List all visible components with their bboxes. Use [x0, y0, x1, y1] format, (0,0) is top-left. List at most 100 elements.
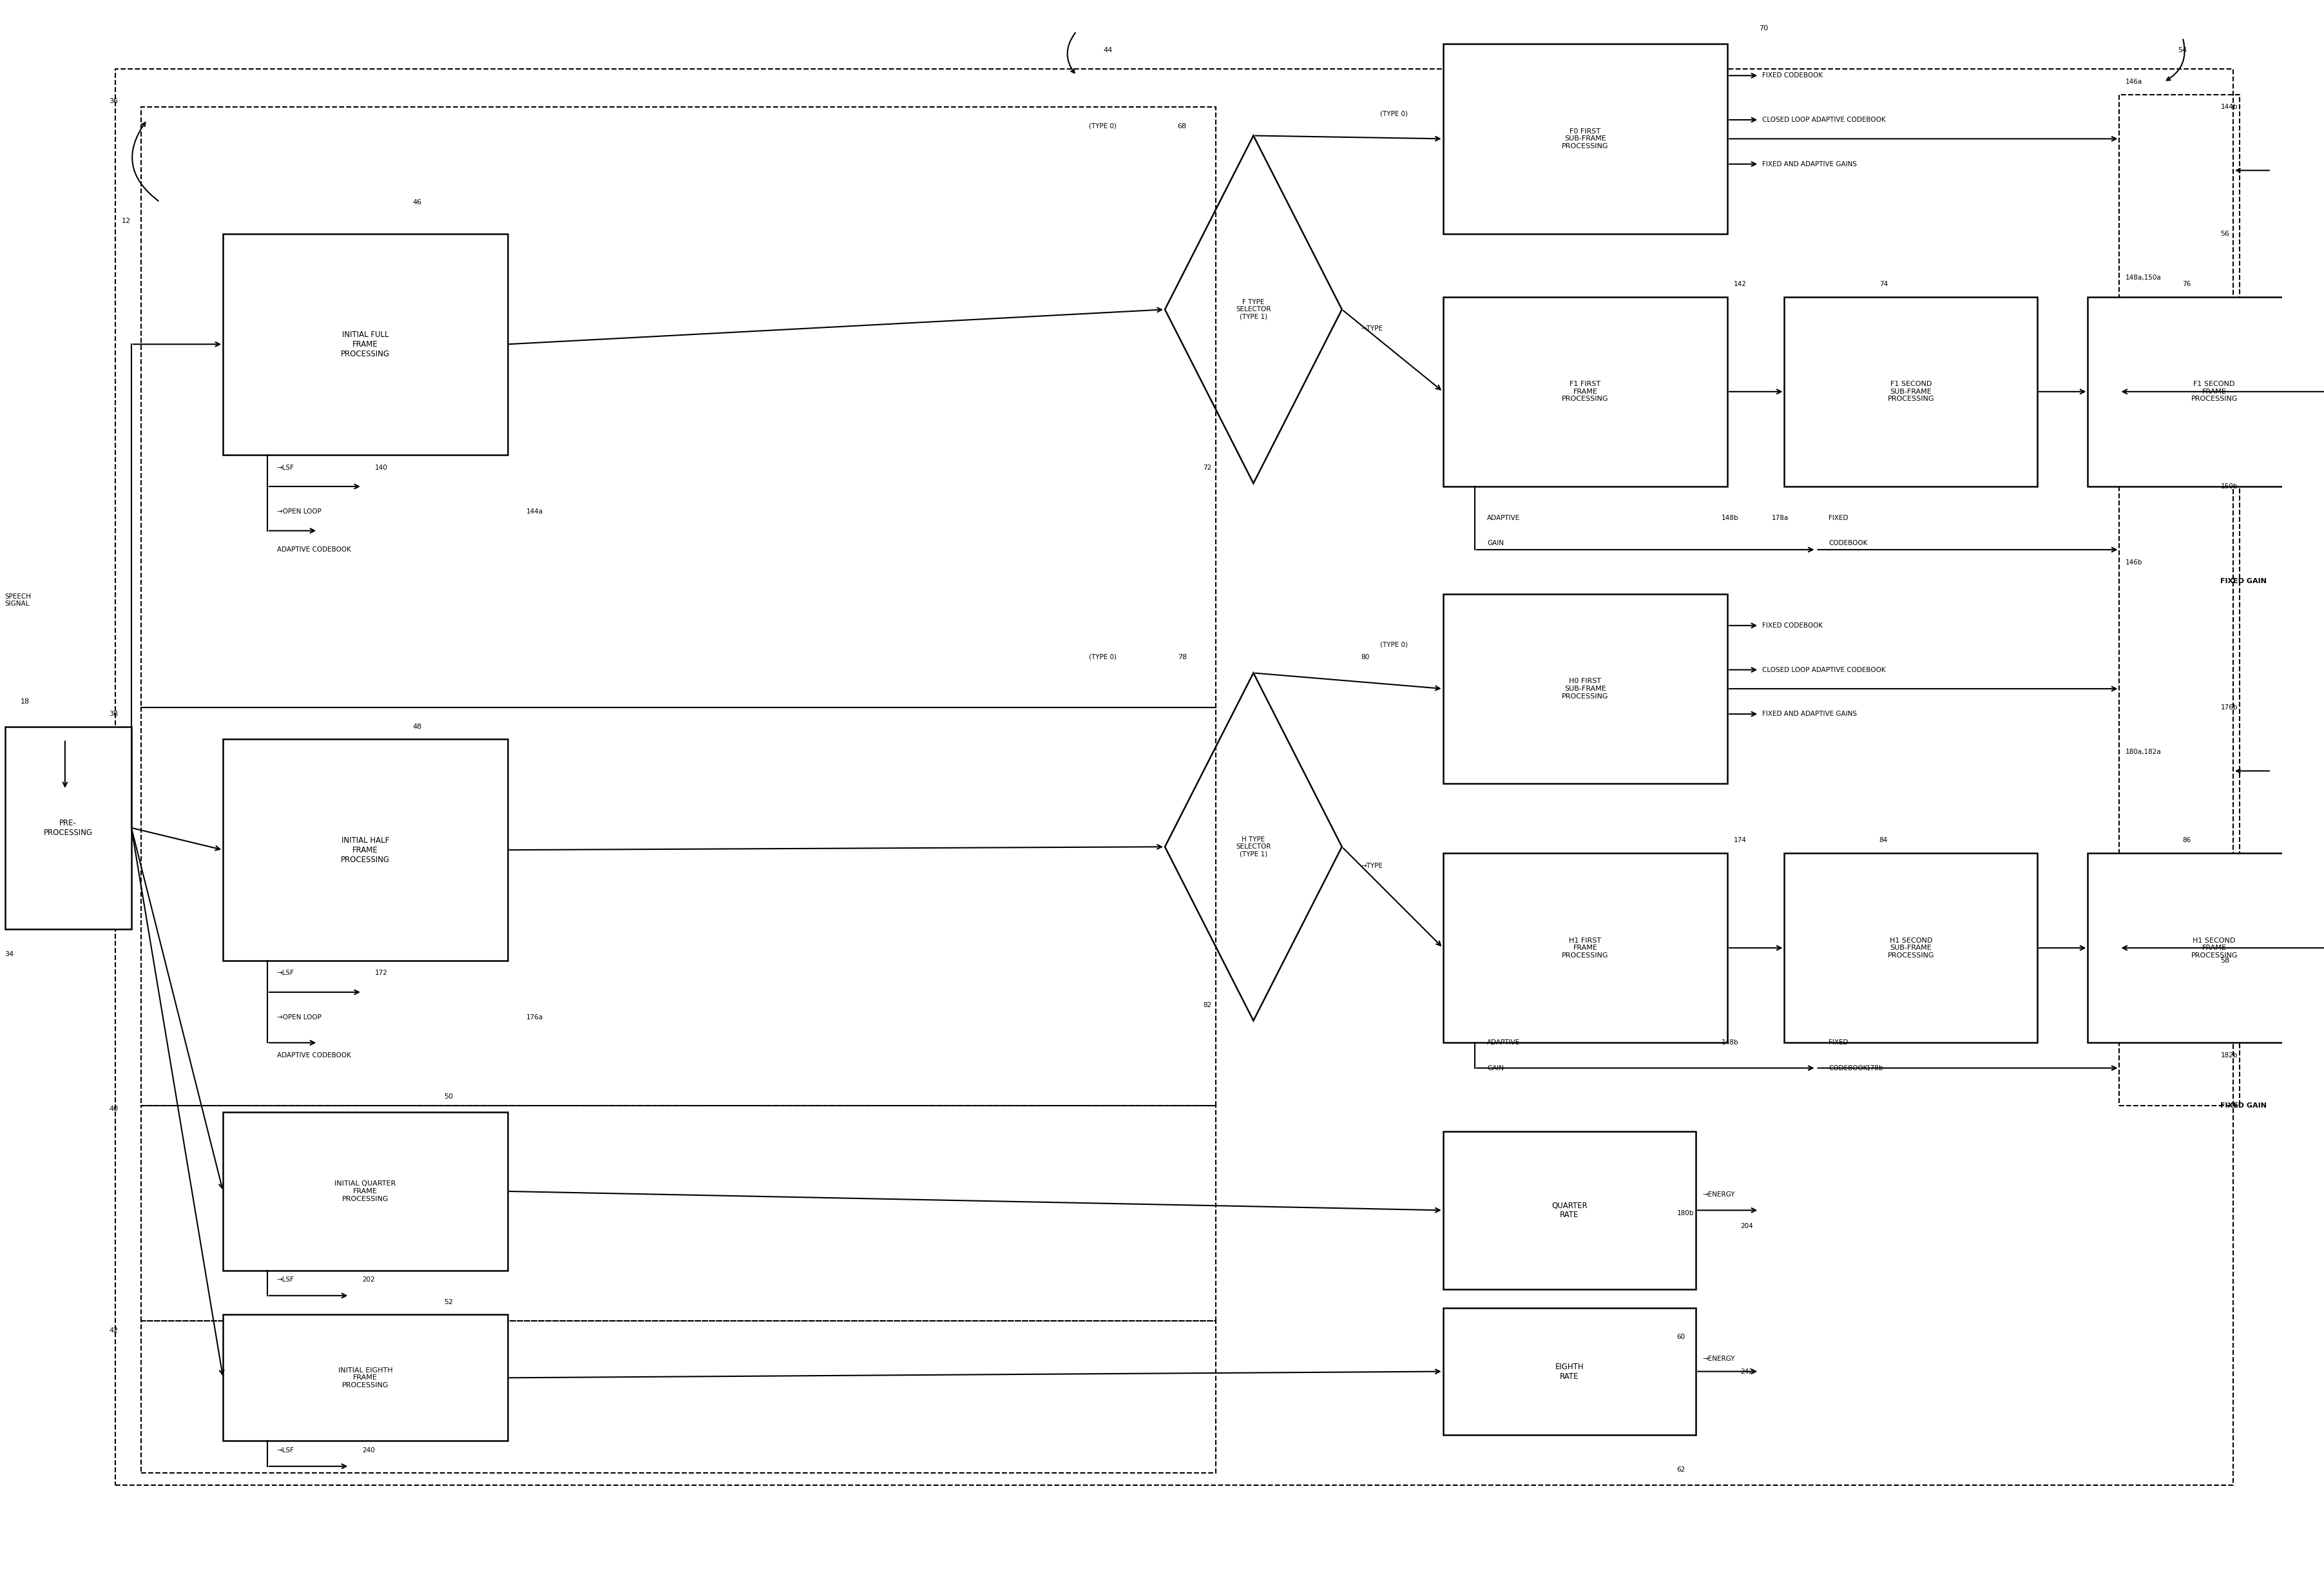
Text: 56: 56	[2219, 230, 2229, 236]
Text: 70: 70	[1759, 25, 1769, 32]
Text: 38: 38	[109, 711, 119, 717]
Text: FIXED AND ADAPTIVE GAINS: FIXED AND ADAPTIVE GAINS	[1762, 711, 1857, 717]
FancyBboxPatch shape	[223, 739, 507, 961]
Text: 172: 172	[374, 969, 388, 977]
Text: PRE-
PROCESSING: PRE- PROCESSING	[44, 820, 93, 837]
Text: →ENERGY: →ENERGY	[1701, 1191, 1734, 1198]
Text: (TYPE 0): (TYPE 0)	[1090, 654, 1118, 660]
Text: 68: 68	[1178, 123, 1188, 129]
Text: 148b: 148b	[1722, 1040, 1738, 1046]
Text: →TYPE: →TYPE	[1362, 325, 1383, 331]
FancyBboxPatch shape	[2087, 853, 2324, 1043]
Text: H TYPE
SELECTOR
(TYPE 1): H TYPE SELECTOR (TYPE 1)	[1236, 837, 1271, 857]
Text: H1 FIRST
FRAME
PROCESSING: H1 FIRST FRAME PROCESSING	[1562, 938, 1608, 958]
Text: 204: 204	[1741, 1223, 1752, 1229]
Text: 178a: 178a	[1771, 515, 1789, 522]
Text: 44: 44	[1104, 47, 1113, 54]
Text: →OPEN LOOP: →OPEN LOOP	[277, 1015, 321, 1021]
FancyBboxPatch shape	[1443, 1308, 1697, 1434]
Text: 42: 42	[109, 1327, 119, 1333]
Text: ADAPTIVE: ADAPTIVE	[1487, 1040, 1520, 1046]
FancyBboxPatch shape	[2087, 296, 2324, 487]
Text: 148a,150a: 148a,150a	[2126, 274, 2161, 281]
Text: F0 FIRST
SUB-FRAME
PROCESSING: F0 FIRST SUB-FRAME PROCESSING	[1562, 128, 1608, 150]
Text: FIXED GAIN: FIXED GAIN	[2219, 1103, 2266, 1110]
Text: 76: 76	[2182, 281, 2192, 287]
Text: 148b: 148b	[1722, 515, 1738, 522]
Text: 54: 54	[2178, 47, 2187, 54]
Text: 18: 18	[21, 698, 30, 704]
Text: CLOSED LOOP ADAPTIVE CODEBOOK: CLOSED LOOP ADAPTIVE CODEBOOK	[1762, 667, 1885, 673]
Text: 140: 140	[374, 465, 388, 471]
FancyBboxPatch shape	[223, 1113, 507, 1270]
Text: 176a: 176a	[528, 1015, 544, 1021]
Text: →ENERGY: →ENERGY	[1701, 1355, 1734, 1362]
Text: 58: 58	[2219, 957, 2229, 965]
Text: INITIAL QUARTER
FRAME
PROCESSING: INITIAL QUARTER FRAME PROCESSING	[335, 1180, 395, 1202]
Text: FIXED AND ADAPTIVE GAINS: FIXED AND ADAPTIVE GAINS	[1762, 161, 1857, 167]
Text: 174: 174	[1734, 837, 1748, 843]
Text: 84: 84	[1880, 837, 1887, 843]
Text: ADAPTIVE: ADAPTIVE	[1487, 515, 1520, 522]
Text: 34: 34	[5, 950, 14, 958]
FancyBboxPatch shape	[1443, 594, 1727, 783]
Text: 40: 40	[109, 1106, 119, 1113]
Text: 182b: 182b	[2219, 1053, 2238, 1059]
Text: →TYPE: →TYPE	[1362, 862, 1383, 868]
Text: →OPEN LOOP: →OPEN LOOP	[277, 509, 321, 515]
Text: 146a: 146a	[2126, 79, 2143, 85]
Text: →LSF: →LSF	[277, 969, 295, 977]
Text: FIXED: FIXED	[1829, 1040, 1848, 1046]
FancyBboxPatch shape	[1443, 1132, 1697, 1289]
Text: →LSF: →LSF	[277, 465, 295, 471]
Text: (TYPE 0): (TYPE 0)	[1380, 641, 1408, 648]
Text: F1 SECOND
FRAME
PROCESSING: F1 SECOND FRAME PROCESSING	[2192, 381, 2238, 402]
Text: F1 FIRST
FRAME
PROCESSING: F1 FIRST FRAME PROCESSING	[1562, 381, 1608, 402]
Text: 36: 36	[109, 98, 119, 104]
Text: FIXED: FIXED	[1829, 515, 1848, 522]
Text: 60: 60	[1678, 1333, 1685, 1340]
Text: GAIN: GAIN	[1487, 1065, 1504, 1072]
Text: FIXED GAIN: FIXED GAIN	[2219, 578, 2266, 585]
Text: 72: 72	[1204, 465, 1211, 471]
Text: 48: 48	[414, 723, 423, 730]
Text: 52: 52	[444, 1299, 453, 1305]
Text: GAIN: GAIN	[1487, 541, 1504, 547]
Text: CODEBOOK: CODEBOOK	[1829, 1065, 1868, 1072]
Text: INITIAL EIGHTH
FRAME
PROCESSING: INITIAL EIGHTH FRAME PROCESSING	[337, 1366, 393, 1388]
FancyBboxPatch shape	[1443, 296, 1727, 487]
FancyBboxPatch shape	[223, 1314, 507, 1440]
Text: H1 SECOND
SUB-FRAME
PROCESSING: H1 SECOND SUB-FRAME PROCESSING	[1887, 938, 1934, 958]
Text: 82: 82	[1204, 1002, 1211, 1009]
Text: CODEBOOK: CODEBOOK	[1829, 541, 1868, 547]
Text: ADAPTIVE CODEBOOK: ADAPTIVE CODEBOOK	[277, 1053, 351, 1059]
Text: 74: 74	[1880, 281, 1887, 287]
FancyBboxPatch shape	[5, 727, 132, 928]
Text: (TYPE 0): (TYPE 0)	[1380, 110, 1408, 117]
Text: (TYPE 0): (TYPE 0)	[1090, 123, 1118, 129]
Text: 62: 62	[1678, 1466, 1685, 1472]
Text: ADAPTIVE CODEBOOK: ADAPTIVE CODEBOOK	[277, 547, 351, 553]
Text: FIXED CODEBOOK: FIXED CODEBOOK	[1762, 72, 1822, 79]
Text: 12: 12	[121, 217, 130, 224]
Text: 142: 142	[1734, 281, 1748, 287]
Text: 180b: 180b	[1678, 1210, 1694, 1217]
Text: →LSF: →LSF	[277, 1447, 295, 1453]
Text: 144a: 144a	[528, 509, 544, 515]
Text: H0 FIRST
SUB-FRAME
PROCESSING: H0 FIRST SUB-FRAME PROCESSING	[1562, 678, 1608, 700]
Text: 242: 242	[1741, 1368, 1752, 1374]
Text: H1 SECOND
FRAME
PROCESSING: H1 SECOND FRAME PROCESSING	[2192, 938, 2238, 958]
Text: 50: 50	[444, 1094, 453, 1100]
Text: 78: 78	[1178, 654, 1188, 660]
Text: QUARTER
RATE: QUARTER RATE	[1552, 1201, 1587, 1220]
Text: 146b: 146b	[2126, 559, 2143, 566]
FancyBboxPatch shape	[1785, 853, 2038, 1043]
Text: 144b: 144b	[2219, 104, 2238, 110]
Text: 240: 240	[363, 1447, 374, 1453]
Text: SPEECH
SIGNAL: SPEECH SIGNAL	[5, 593, 30, 607]
Text: CLOSED LOOP ADAPTIVE CODEBOOK: CLOSED LOOP ADAPTIVE CODEBOOK	[1762, 117, 1885, 123]
Text: 80: 80	[1362, 654, 1369, 660]
Text: 202: 202	[363, 1277, 374, 1283]
Text: 46: 46	[414, 199, 421, 205]
Text: 178b: 178b	[1866, 1065, 1885, 1072]
